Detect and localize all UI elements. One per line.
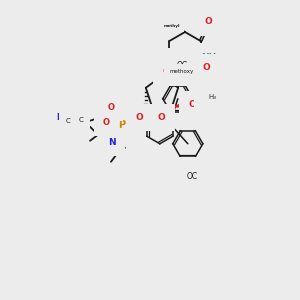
Polygon shape — [168, 57, 178, 88]
Text: OC: OC — [176, 61, 188, 70]
Text: O: O — [135, 113, 143, 122]
Text: H₃: H₃ — [208, 94, 216, 100]
Text: methoxy: methoxy — [170, 69, 194, 74]
Text: N: N — [56, 113, 64, 122]
Text: O: O — [205, 17, 212, 26]
Text: O: O — [184, 165, 191, 174]
Text: O: O — [188, 100, 196, 109]
Text: O: O — [174, 68, 181, 77]
Text: methyl: methyl — [164, 24, 180, 28]
Text: OC: OC — [186, 172, 197, 181]
Text: C: C — [79, 117, 83, 123]
Text: N: N — [108, 138, 116, 147]
Text: C: C — [66, 118, 70, 124]
Text: P: P — [118, 120, 126, 130]
Text: O: O — [202, 64, 210, 73]
Text: O: O — [158, 113, 166, 122]
Polygon shape — [172, 102, 188, 107]
Text: O: O — [107, 103, 115, 112]
Polygon shape — [140, 107, 152, 117]
Text: NH: NH — [201, 52, 216, 62]
Text: OC: OC — [201, 96, 211, 102]
Text: O: O — [162, 67, 170, 76]
Text: O: O — [103, 118, 110, 127]
Text: N: N — [164, 58, 171, 67]
